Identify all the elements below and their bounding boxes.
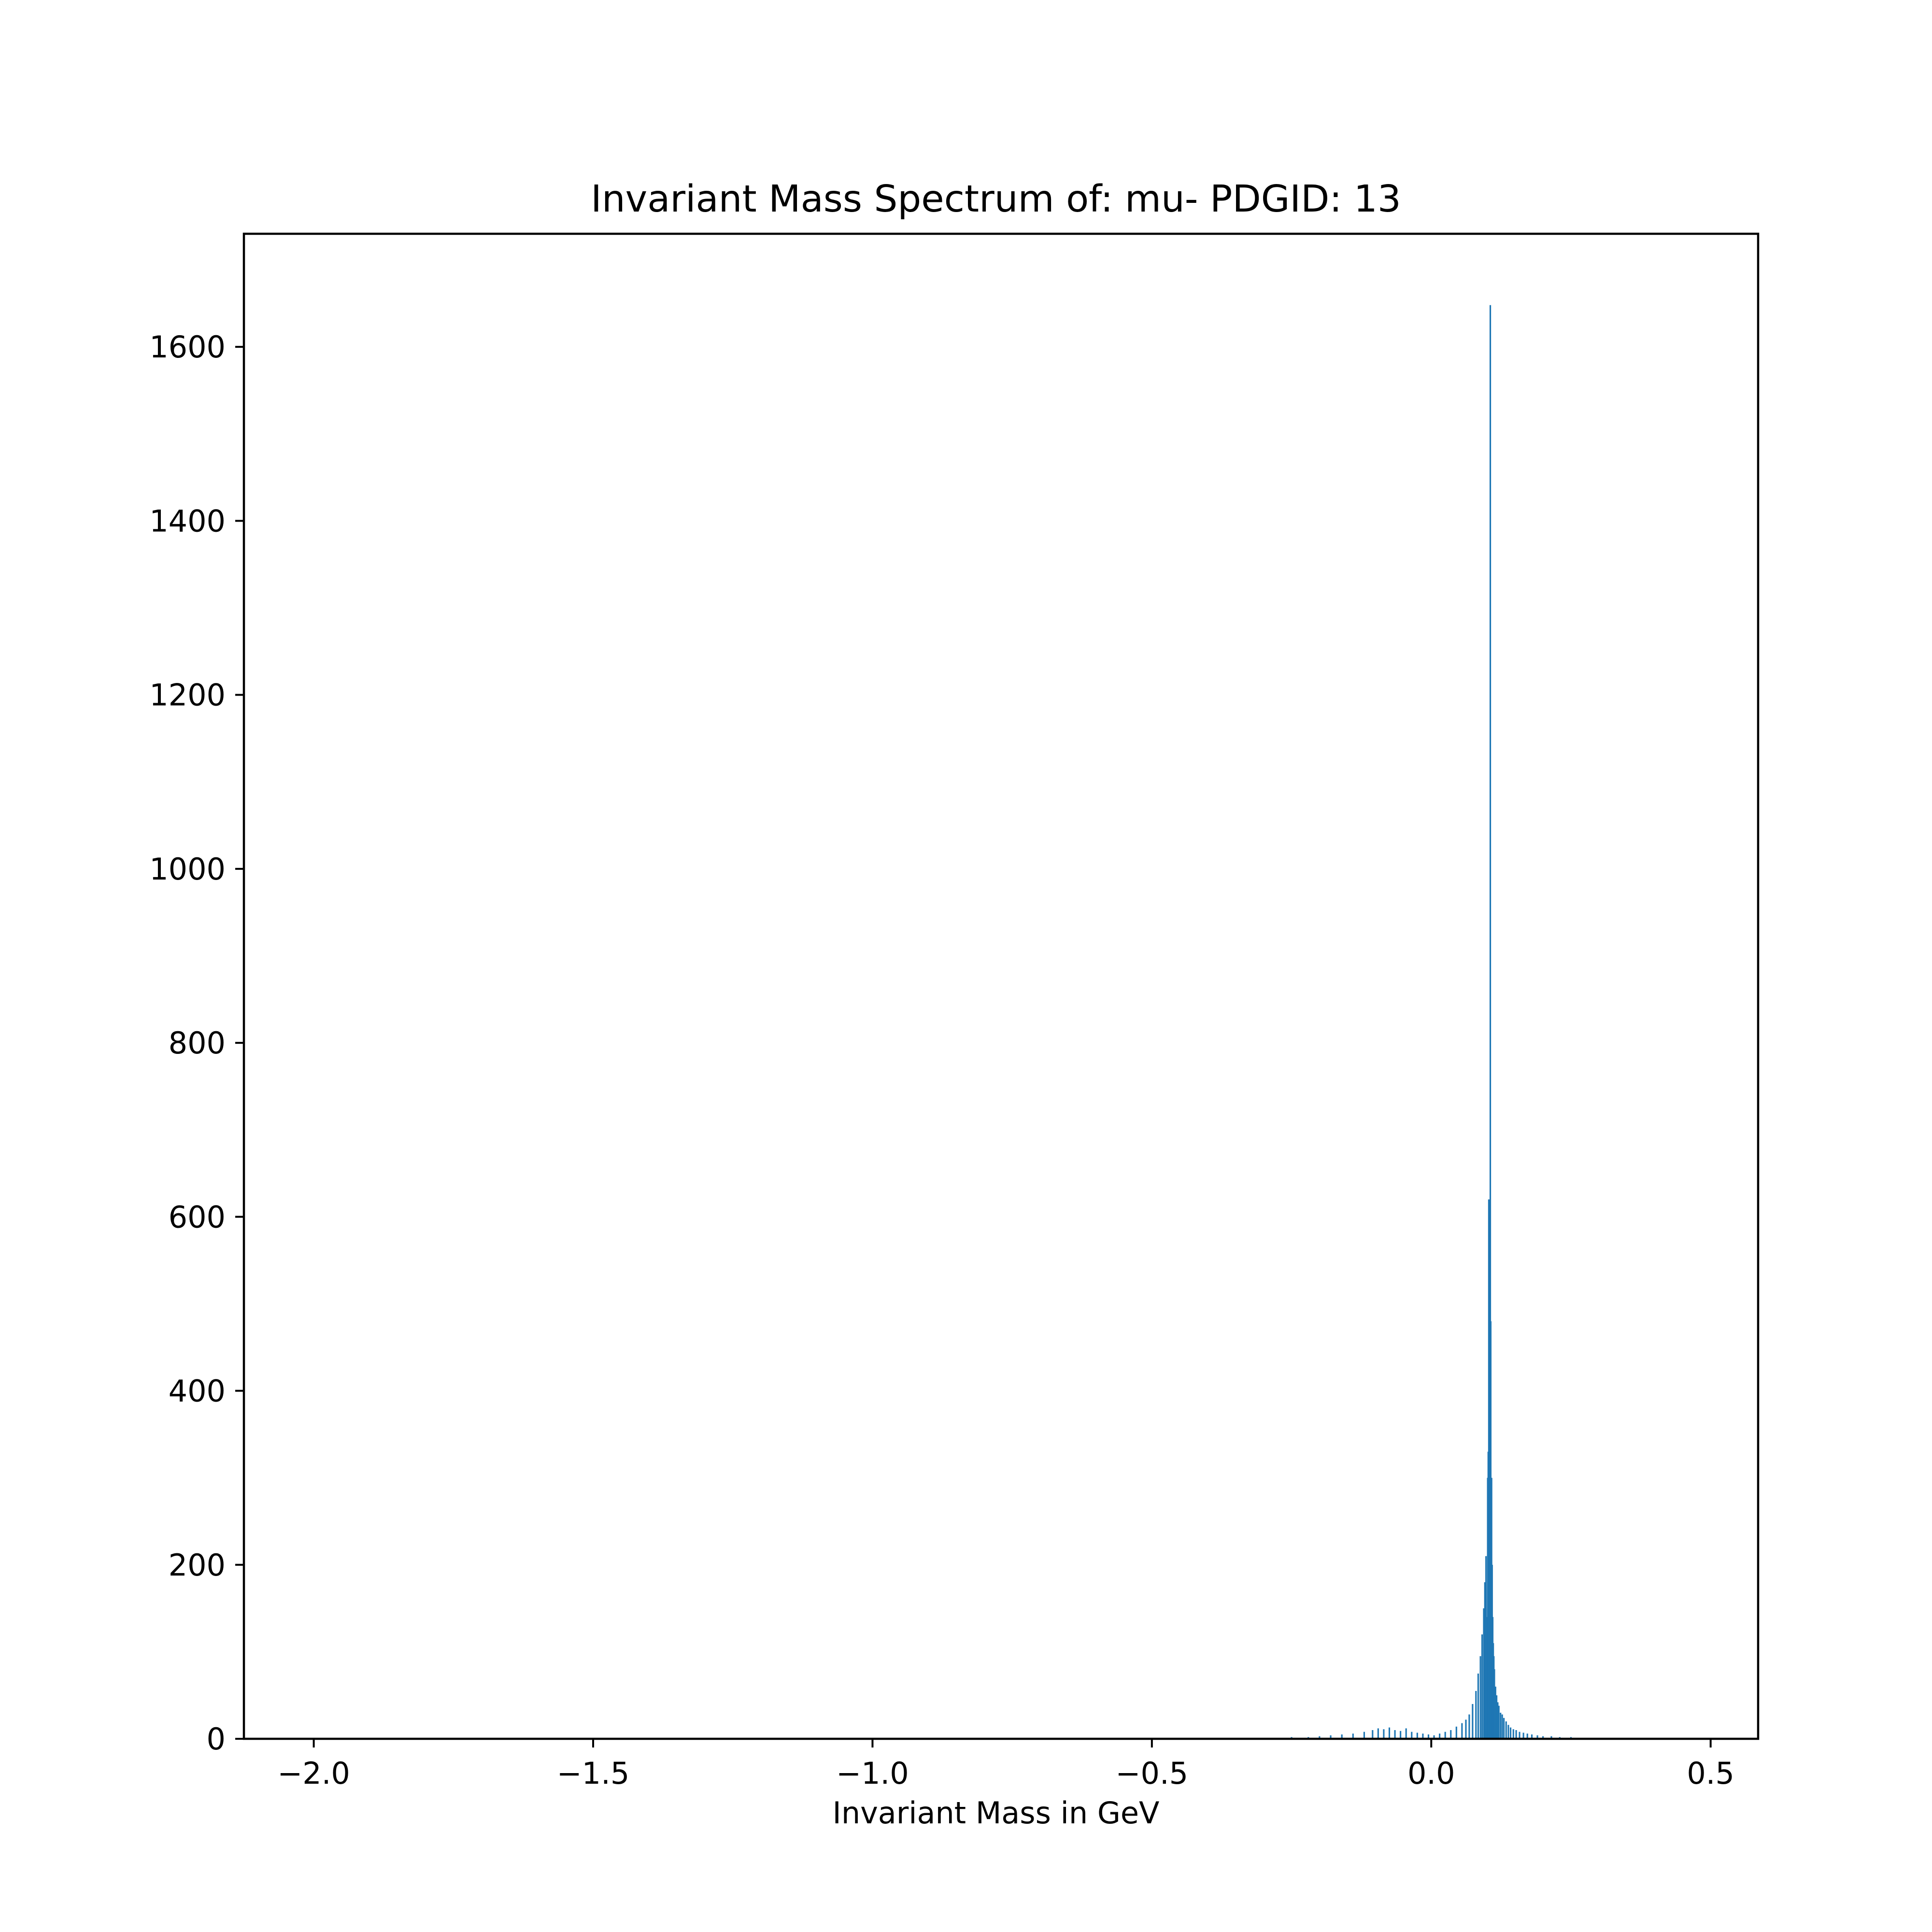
histogram-bar — [1475, 1690, 1477, 1739]
histogram-bar — [1468, 1714, 1470, 1739]
histogram-bar — [1485, 1556, 1487, 1739]
histogram-bar — [1472, 1704, 1474, 1739]
y-tick-label: 1600 — [149, 329, 226, 365]
histogram-bar — [1507, 1725, 1509, 1739]
y-tick-label: 800 — [169, 1025, 226, 1061]
x-tick-label: −1.5 — [557, 1756, 630, 1791]
histogram-bar — [1330, 1735, 1332, 1739]
histogram-bar — [1489, 305, 1492, 1739]
histogram-bar — [1509, 1727, 1512, 1739]
histogram-bar — [1405, 1728, 1407, 1739]
histogram-bar — [1515, 1730, 1517, 1739]
histogram-bar — [1512, 1729, 1514, 1739]
histogram-bar — [1542, 1736, 1544, 1739]
histogram-bar — [1388, 1727, 1391, 1739]
histogram-bar — [1493, 1669, 1495, 1739]
histogram-bar — [1522, 1733, 1524, 1739]
histogram-bar — [1484, 1582, 1486, 1739]
chart-title: Invariant Mass Spectrum of: mu- PDGID: 1… — [591, 178, 1401, 221]
histogram-bar — [1461, 1723, 1463, 1739]
plot-frame — [242, 232, 1760, 1740]
histogram-bar — [1483, 1608, 1485, 1739]
y-tick-label: 400 — [169, 1374, 226, 1409]
histogram-bar — [1526, 1733, 1528, 1739]
histogram-bar — [1450, 1730, 1452, 1739]
x-tick-label: −0.5 — [1116, 1756, 1189, 1791]
histogram-bar — [1422, 1733, 1424, 1739]
histogram-bar — [1416, 1733, 1418, 1739]
histogram-bar — [1481, 1634, 1483, 1739]
histogram-bar — [1496, 1695, 1498, 1739]
x-axis: −2.0 −1.5 −1.0 −0.5 0.0 0.5 — [277, 1739, 1734, 1791]
histogram-bar — [1519, 1732, 1520, 1739]
histogram-bar — [1477, 1673, 1479, 1739]
histogram-bar — [1536, 1735, 1538, 1739]
histogram-bar — [1505, 1721, 1507, 1739]
histogram-bar — [1377, 1728, 1379, 1739]
y-tick-label: 0 — [207, 1721, 226, 1757]
histogram-bar — [1372, 1730, 1374, 1739]
histogram-bar — [1352, 1733, 1354, 1739]
histogram-bar — [1411, 1732, 1413, 1739]
y-tick-label: 200 — [169, 1548, 226, 1583]
histogram-bar — [1400, 1731, 1402, 1739]
x-tick-label: 0.0 — [1407, 1756, 1455, 1791]
histogram-bar — [1433, 1735, 1435, 1739]
histogram-bar — [1498, 1705, 1500, 1739]
histogram-bar — [1479, 1656, 1481, 1739]
histogram-bar — [1550, 1736, 1552, 1739]
histogram-bar — [1444, 1732, 1446, 1739]
histogram-bar — [1501, 1714, 1503, 1739]
histogram-bar — [1319, 1736, 1321, 1739]
histogram-bar — [1363, 1732, 1365, 1739]
x-tick-label: −1.0 — [836, 1756, 909, 1791]
y-tick-label: 1000 — [149, 852, 226, 887]
histogram-bar — [1427, 1734, 1430, 1739]
histogram-bar — [1383, 1729, 1385, 1739]
y-tick-label: 1400 — [149, 503, 226, 539]
y-tick-label: 600 — [169, 1199, 226, 1235]
x-tick-label: −2.0 — [277, 1756, 350, 1791]
x-tick-label: 0.5 — [1687, 1756, 1734, 1791]
histogram-bars — [1257, 305, 1645, 1739]
histogram-bar — [1500, 1712, 1502, 1739]
histogram-bar — [1465, 1719, 1467, 1739]
histogram-bar — [1394, 1730, 1396, 1739]
y-axis: 0 200 400 600 800 1000 1200 1400 1600 — [149, 329, 244, 1757]
histogram-bar — [1439, 1733, 1441, 1739]
histogram-bar — [1455, 1726, 1457, 1739]
histogram-bar — [1497, 1702, 1499, 1739]
histogram-bar — [1503, 1718, 1505, 1739]
x-axis-label: Invariant Mass in GeV — [833, 1795, 1160, 1831]
histogram-bar — [1531, 1734, 1533, 1739]
y-tick-label: 1200 — [149, 678, 226, 713]
histogram-bar — [1494, 1686, 1496, 1739]
histogram-bar — [1341, 1734, 1343, 1739]
